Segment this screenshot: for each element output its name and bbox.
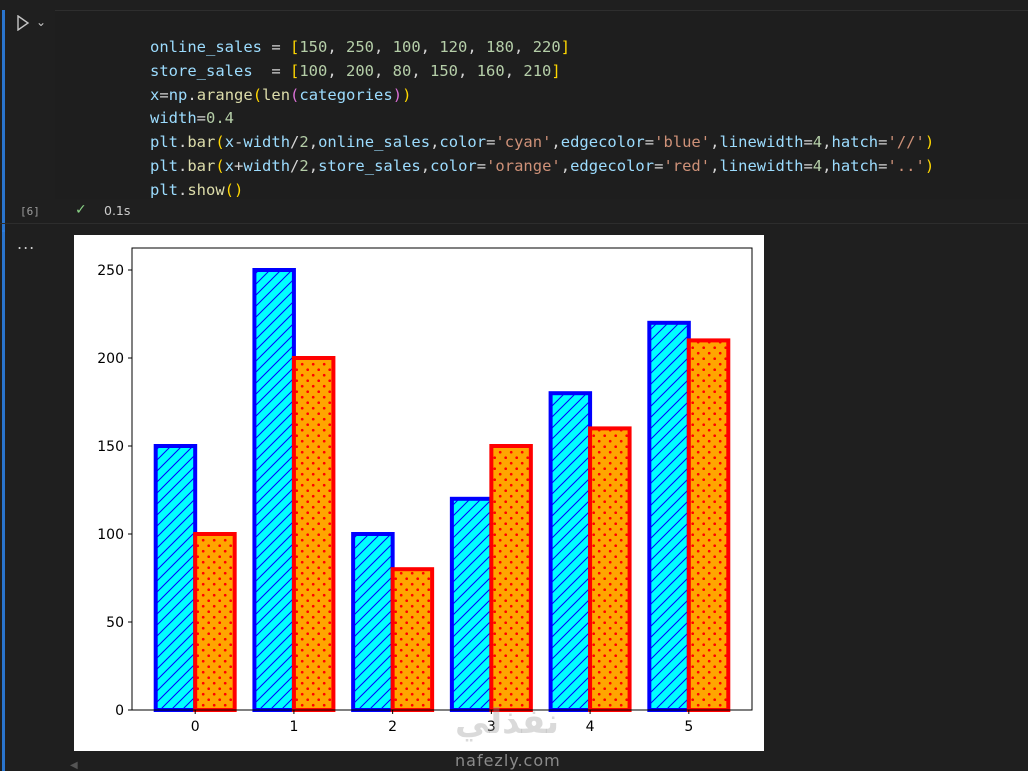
- bar-series1-3: [489, 444, 533, 712]
- bar-series0-1: [252, 268, 296, 712]
- y-tick-label: 0: [115, 703, 124, 719]
- code-line-3: x=np.arange(len(categories)): [150, 85, 412, 104]
- y-tick-label: 50: [106, 615, 124, 631]
- scroll-left-arrow-icon[interactable]: ◀: [70, 760, 78, 771]
- y-tick-label: 150: [97, 439, 124, 455]
- code-line-1: online_sales = [150, 250, 100, 120, 180,…: [150, 38, 571, 56]
- x-axis: 0 1 2 3 4 5: [191, 710, 693, 735]
- code-cell-editor[interactable]: online_sales = [150, 250, 100, 120, 180,…: [55, 10, 1028, 199]
- output-more-actions-icon[interactable]: ...: [17, 234, 36, 253]
- execution-status-row: [6] ✓ 0.1s: [0, 199, 1028, 223]
- watermark-arabic: نفذلي: [455, 702, 560, 742]
- bar-series0-5: [647, 320, 691, 713]
- cell-focus-indicator: [2, 10, 5, 232]
- x-tick-label: 0: [191, 719, 200, 735]
- run-options-chevron-icon[interactable]: ⌄: [36, 15, 47, 29]
- y-tick-label: 200: [97, 351, 124, 367]
- bar-series1-4: [588, 426, 632, 712]
- play-icon: [17, 15, 30, 31]
- bar-series1-1: [291, 356, 336, 712]
- bar-series0-4: [548, 391, 593, 712]
- bar-series0-2: [351, 532, 395, 712]
- bar-series1-2: [390, 567, 435, 713]
- cell-divider: [0, 223, 1028, 224]
- y-tick-label: 100: [97, 527, 124, 543]
- bar-series1-0: [193, 532, 237, 712]
- execution-count: [6]: [20, 205, 40, 218]
- code-line-4: width=0.4: [150, 109, 235, 128]
- x-tick-label: 2: [388, 719, 397, 735]
- code-line-2: store_sales = [100, 200, 80, 150, 160, 2…: [150, 61, 561, 80]
- code-line-7: plt.show(): [150, 180, 244, 199]
- x-tick-label: 3: [487, 719, 496, 735]
- bar-series1-5: [686, 338, 731, 713]
- axes-frame: [131, 247, 753, 711]
- bars-group: [153, 268, 731, 713]
- code-line-5: plt.bar(x-width/2,online_sales,color='cy…: [150, 133, 935, 152]
- code-text[interactable]: online_sales = [150, 250, 100, 120, 180,…: [150, 36, 934, 203]
- execution-time: 0.1s: [104, 203, 131, 218]
- chart-output: 0 50 100 150 200 250 0 1 2 3 4 5: [74, 235, 764, 751]
- watermark-text: nafezly.com: [455, 751, 561, 770]
- output-focus-indicator: [2, 230, 5, 771]
- check-icon: ✓: [75, 202, 87, 218]
- x-tick-label: 4: [586, 719, 595, 735]
- run-cell-button[interactable]: [14, 14, 32, 32]
- y-tick-label: 250: [97, 263, 124, 279]
- bar-chart: 0 50 100 150 200 250 0 1 2 3 4 5: [97, 247, 753, 735]
- y-axis: 0 50 100 150 200 250: [97, 263, 132, 719]
- code-line-6: plt.bar(x+width/2,store_sales,color='ora…: [150, 156, 935, 175]
- bar-series0-0: [153, 444, 198, 712]
- x-tick-label: 1: [289, 719, 298, 735]
- bar-series0-3: [449, 496, 494, 712]
- x-tick-label: 5: [684, 719, 693, 735]
